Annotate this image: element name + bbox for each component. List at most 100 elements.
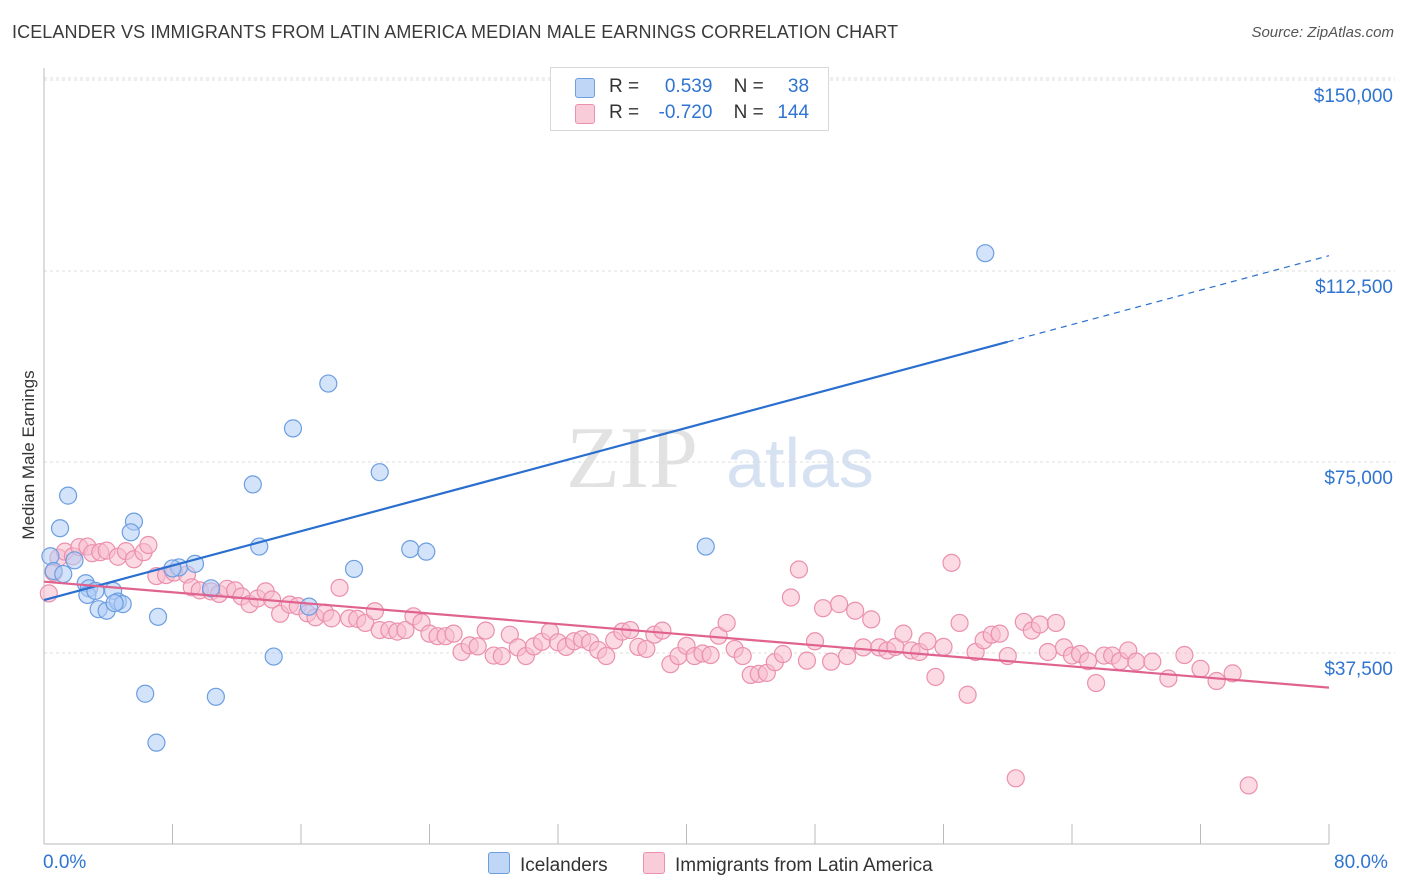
latin-america-point <box>356 613 375 633</box>
watermark-zip: ZIP <box>566 410 698 507</box>
latin-america-point <box>733 646 752 666</box>
icelander-point <box>299 597 319 616</box>
latin-america-point <box>637 639 656 659</box>
bottom-legend-immigrants: Immigrants from Latin America <box>643 852 933 877</box>
latin-america-point <box>476 621 495 640</box>
watermark-atlas: atlas <box>726 424 874 502</box>
latin-america-point <box>894 624 913 643</box>
icelander-point <box>201 579 221 598</box>
latin-america-point <box>934 637 953 656</box>
latin-america-point <box>1086 673 1106 693</box>
icelander-point <box>696 537 715 556</box>
legend-n-label: N = <box>733 102 764 123</box>
icelanders-trend-extension <box>1007 255 1330 343</box>
latin-america-point <box>821 652 841 671</box>
latin-america-point <box>918 632 937 651</box>
latin-america-point <box>990 624 1009 643</box>
latin-america-point <box>805 632 825 651</box>
latin-america-point <box>813 599 833 618</box>
latin-america-point <box>365 602 384 621</box>
y-axis-title: Median Male Earnings <box>19 370 38 540</box>
latin-america-point <box>838 646 857 666</box>
latin-america-point <box>942 553 961 572</box>
x-tick-label-max: 80.0% <box>1334 852 1388 873</box>
legend-r-value: -0.720 <box>658 102 713 123</box>
latin-america-point <box>597 646 616 666</box>
icelander-point <box>58 486 78 505</box>
latin-america-trend-line <box>43 580 1330 689</box>
bottom-legend-swatch-blue <box>488 852 510 874</box>
bottom-legend-label: Icelanders <box>520 855 608 876</box>
latin-america-point <box>444 624 463 643</box>
latin-america-point <box>701 645 720 665</box>
legend-n-label: N = <box>733 76 764 97</box>
icelander-point <box>105 593 124 613</box>
latin-america-point <box>773 644 792 664</box>
latin-america-point <box>862 610 881 629</box>
legend-r-label: R = <box>609 76 640 97</box>
latin-america-point <box>1159 669 1178 688</box>
icelander-point <box>121 523 140 542</box>
latin-america-point <box>396 620 415 640</box>
icelanders-trend-line <box>43 340 1009 602</box>
icelander-point <box>243 475 262 494</box>
icelander-point <box>264 647 283 666</box>
icelander-point <box>54 564 73 584</box>
correlation-legend: R = 0.539 N = 38 R = -0.720 N = 144 <box>550 67 829 131</box>
latin-america-point <box>330 578 349 597</box>
watermark: ZIP atlas <box>566 410 874 507</box>
icelander-point <box>344 559 364 579</box>
icelander-point <box>319 374 338 393</box>
latin-america-point <box>1239 776 1258 795</box>
icelander-point <box>417 542 436 561</box>
latin-america-point <box>958 685 977 704</box>
icelander-point <box>148 607 168 626</box>
latin-america-point <box>1127 652 1146 671</box>
legend-n-value: 38 <box>787 76 810 97</box>
latin-america-point <box>1030 615 1049 634</box>
latin-america-point <box>139 535 158 555</box>
latin-america-point <box>846 601 865 620</box>
icelander-point <box>41 547 60 566</box>
latin-america-point <box>717 613 736 633</box>
latin-america-point <box>789 560 809 579</box>
legend-swatch-pink <box>575 104 595 124</box>
bottom-legend-icelanders: Icelanders <box>488 852 608 877</box>
series-immigrants-latin-america <box>39 535 1258 795</box>
latin-america-point <box>468 637 487 656</box>
latin-america-point <box>781 588 801 607</box>
latin-america-point <box>797 651 817 670</box>
icelander-point <box>976 244 995 263</box>
latin-america-point <box>926 667 945 687</box>
latin-america-point <box>1207 671 1226 691</box>
legend-r-label: R = <box>609 102 640 123</box>
latin-america-point <box>854 638 873 657</box>
legend-r-value: 0.539 <box>664 76 713 97</box>
latin-america-point <box>1038 642 1058 662</box>
icelander-point <box>65 551 84 570</box>
chart-title: ICELANDER VS IMMIGRANTS FROM LATIN AMERI… <box>12 22 899 42</box>
icelander-point <box>50 519 70 538</box>
latin-america-point <box>1191 659 1210 678</box>
icelander-point <box>370 463 389 482</box>
latin-america-point <box>653 621 672 640</box>
latin-america-point <box>950 613 969 633</box>
legend-swatch-blue <box>575 78 595 98</box>
y-tick-label-150000: $150,000 <box>1313 86 1393 107</box>
latin-america-point <box>1223 664 1242 683</box>
icelander-point <box>283 419 303 438</box>
trend-lines <box>43 255 1330 689</box>
latin-america-point <box>829 595 849 614</box>
icelander-point <box>206 687 225 706</box>
latin-america-point <box>1078 652 1098 671</box>
source-label: Source: ZipAtlas.com <box>1251 24 1394 41</box>
y-tick-label-37500: $37,500 <box>1324 659 1393 680</box>
x-tick-label-min: 0.0% <box>43 852 87 873</box>
series-icelanders <box>41 244 995 752</box>
latin-america-point <box>1046 613 1066 633</box>
icelander-point <box>147 733 166 752</box>
icelander-point <box>136 684 155 703</box>
y-tick-label-75000: $75,000 <box>1324 468 1393 489</box>
bottom-legend-swatch-pink <box>643 852 665 874</box>
